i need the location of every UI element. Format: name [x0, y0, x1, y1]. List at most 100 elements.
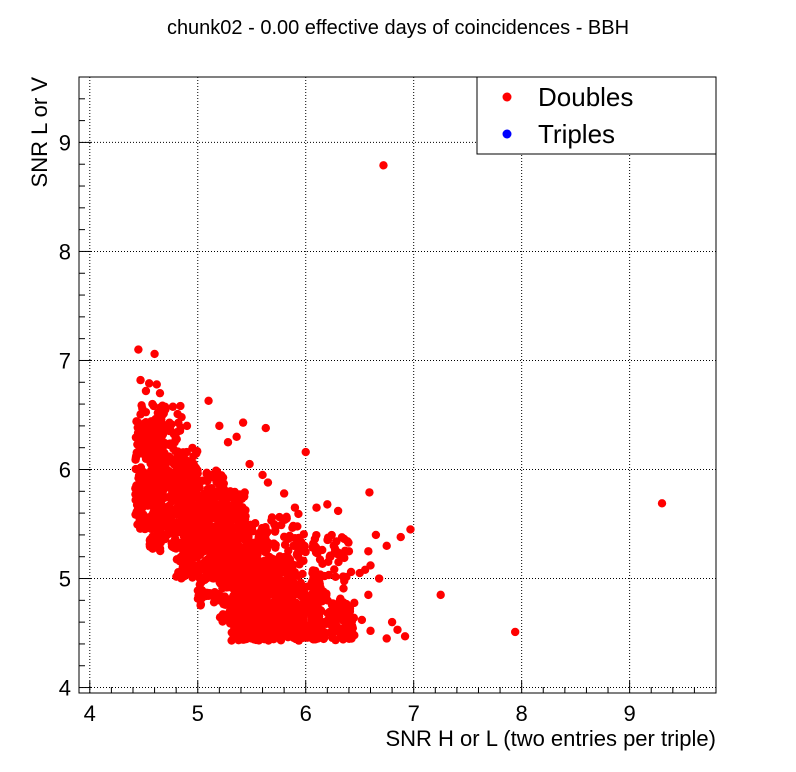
data-point-doubles [264, 603, 274, 613]
data-point-doubles [296, 608, 305, 617]
data-point-doubles [331, 635, 340, 645]
data-point-doubles [371, 530, 381, 540]
data-point-doubles [231, 544, 241, 553]
data-point-doubles [314, 606, 324, 615]
data-point-doubles [157, 447, 166, 457]
data-point-doubles [284, 607, 293, 616]
data-point-doubles [189, 562, 198, 571]
data-point-doubles [222, 546, 232, 555]
data-point-doubles [144, 379, 154, 388]
data-point-doubles [212, 491, 221, 500]
data-point-doubles [179, 488, 188, 497]
data-point-doubles [279, 629, 289, 638]
data-point-doubles [207, 542, 216, 552]
data-point-doubles [200, 527, 209, 536]
data-point-doubles [333, 624, 343, 633]
data-point-doubles [206, 589, 216, 599]
data-point-doubles [267, 615, 276, 625]
data-point-doubles [134, 418, 143, 427]
data-point-doubles [285, 571, 294, 581]
axis-ticks: 4 5 6 7 8 9 4 5 6 7 8 9 [59, 76, 717, 726]
data-point-doubles [320, 571, 329, 581]
data-point-doubles [267, 513, 277, 522]
data-point-doubles [244, 626, 254, 635]
data-point-doubles [264, 579, 274, 588]
data-point-doubles [350, 631, 359, 640]
data-point-doubles [261, 423, 270, 433]
data-point-doubles [293, 571, 302, 581]
data-point-doubles [310, 534, 320, 544]
data-point-doubles [262, 596, 271, 605]
data-point-doubles [387, 617, 397, 627]
data-point-doubles [134, 345, 143, 354]
data-point-doubles [270, 591, 280, 600]
data-point-doubles [510, 627, 520, 637]
data-point-doubles [136, 449, 146, 458]
data-point-doubles [355, 568, 364, 578]
data-point-doubles [261, 529, 271, 539]
data-point-doubles [172, 454, 181, 463]
data-point-doubles [196, 520, 206, 529]
data-point-doubles [251, 592, 260, 602]
data-point-doubles [436, 590, 445, 600]
data-point-doubles [278, 614, 288, 624]
data-point-doubles [177, 412, 186, 422]
data-point-doubles [219, 563, 229, 573]
data-point-doubles [152, 380, 161, 389]
x-tick-label: 4 [84, 701, 96, 726]
data-point-doubles [159, 472, 168, 481]
data-point-doubles [227, 510, 237, 520]
data-point-doubles [175, 556, 184, 566]
data-point-doubles [301, 447, 310, 457]
data-point-doubles [263, 478, 273, 487]
data-point-doubles [350, 598, 359, 608]
data-point-doubles [156, 546, 165, 556]
plot-frame [78, 76, 717, 694]
data-point-doubles [249, 563, 258, 572]
data-point-doubles [245, 459, 254, 469]
data-point-doubles [165, 467, 174, 476]
data-point-doubles [374, 574, 384, 583]
legend-triples-marker [502, 129, 512, 139]
data-point-doubles [138, 404, 147, 413]
data-point-doubles [218, 487, 228, 496]
data-point-doubles [308, 577, 317, 586]
data-point-doubles [175, 426, 185, 435]
data-point-doubles [197, 510, 206, 519]
data-point-doubles [315, 579, 324, 589]
data-point-doubles [199, 559, 209, 568]
data-point-doubles [162, 515, 172, 525]
data-point-doubles [186, 553, 196, 563]
data-point-doubles [160, 424, 169, 434]
data-point-doubles [151, 414, 160, 424]
data-point-doubles [181, 541, 190, 550]
data-point-doubles [184, 457, 193, 466]
data-point-doubles [400, 632, 410, 641]
data-point-doubles [278, 576, 287, 586]
data-point-doubles [275, 552, 285, 561]
data-point-doubles [229, 594, 238, 603]
data-point-doubles [366, 626, 375, 636]
data-point-doubles [226, 487, 235, 496]
data-point-doubles [204, 568, 213, 577]
data-point-doubles [217, 471, 226, 480]
data-point-doubles [219, 510, 228, 520]
data-point-doubles [241, 593, 250, 602]
data-point-doubles [266, 627, 275, 636]
data-point-doubles [146, 492, 155, 502]
x-axis-title: SNR H or L (two entries per triple) [385, 726, 716, 751]
legend: Doubles Triples [476, 76, 717, 155]
x-tick-label: 7 [408, 701, 420, 726]
data-point-doubles [253, 630, 263, 639]
data-point-doubles [232, 432, 241, 441]
data-point-doubles [310, 542, 320, 551]
data-point-doubles [382, 541, 391, 551]
data-point-doubles [220, 500, 230, 509]
data-point-doubles [153, 501, 162, 510]
data-point-doubles [153, 408, 163, 418]
data-point-doubles [155, 388, 165, 398]
data-point-doubles [238, 418, 248, 427]
data-point-doubles [229, 625, 239, 634]
chart-title: chunk02 - 0.00 effective days of coincid… [167, 17, 629, 39]
data-point-doubles [364, 590, 373, 600]
